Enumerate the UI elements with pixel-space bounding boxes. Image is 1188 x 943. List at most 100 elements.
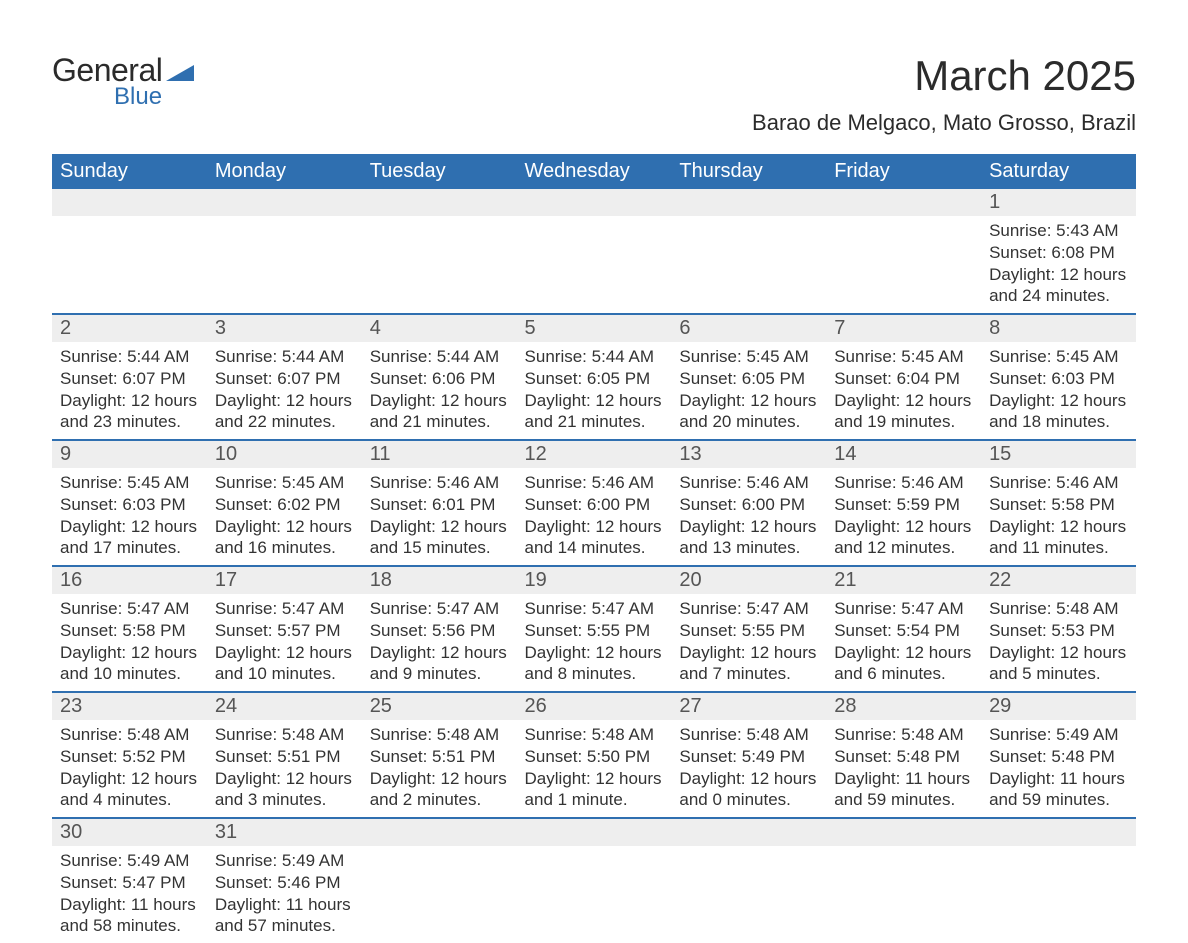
day-number: 10 <box>215 443 237 465</box>
day2-text: and 9 minutes. <box>370 663 509 685</box>
day-data-cell <box>981 846 1136 943</box>
day-data-cell: Sunrise: 5:48 AMSunset: 5:49 PMDaylight:… <box>671 720 826 818</box>
sunset-text: Sunset: 6:00 PM <box>525 494 664 516</box>
sunrise-text: Sunrise: 5:48 AM <box>60 724 199 746</box>
day-data-cell <box>52 216 207 314</box>
day-number-cell: 18 <box>362 566 517 594</box>
day-number: 29 <box>989 695 1011 717</box>
day-number-cell: 31 <box>207 818 362 846</box>
day-number-cell: 17 <box>207 566 362 594</box>
sunset-text: Sunset: 5:57 PM <box>215 620 354 642</box>
sunset-text: Sunset: 6:03 PM <box>60 494 199 516</box>
day-number-cell: 5 <box>517 314 672 342</box>
sunrise-text: Sunrise: 5:47 AM <box>370 598 509 620</box>
day-data-cell <box>517 216 672 314</box>
day-data-cell: Sunrise: 5:46 AMSunset: 6:01 PMDaylight:… <box>362 468 517 566</box>
sunrise-text: Sunrise: 5:48 AM <box>834 724 973 746</box>
day-data-cell: Sunrise: 5:48 AMSunset: 5:48 PMDaylight:… <box>826 720 981 818</box>
day-number: 23 <box>60 695 82 717</box>
day2-text: and 0 minutes. <box>679 789 818 811</box>
day-data-cell: Sunrise: 5:48 AMSunset: 5:51 PMDaylight:… <box>362 720 517 818</box>
sunrise-text: Sunrise: 5:46 AM <box>989 472 1128 494</box>
sunrise-text: Sunrise: 5:49 AM <box>215 850 354 872</box>
day1-text: Daylight: 12 hours <box>834 390 973 412</box>
day2-text: and 18 minutes. <box>989 411 1128 433</box>
day1-text: Daylight: 12 hours <box>679 516 818 538</box>
day-number: 7 <box>834 317 845 339</box>
day-number: 12 <box>525 443 547 465</box>
day1-text: Daylight: 11 hours <box>989 768 1128 790</box>
day2-text: and 3 minutes. <box>215 789 354 811</box>
sunset-text: Sunset: 5:52 PM <box>60 746 199 768</box>
brand-logo: General Blue <box>52 52 194 111</box>
day-number-cell: 30 <box>52 818 207 846</box>
calendar-table: Sunday Monday Tuesday Wednesday Thursday… <box>52 154 1136 943</box>
sunset-text: Sunset: 6:06 PM <box>370 368 509 390</box>
day1-text: Daylight: 12 hours <box>60 390 199 412</box>
day-number-cell: 11 <box>362 440 517 468</box>
day-data-cell: Sunrise: 5:47 AMSunset: 5:55 PMDaylight:… <box>517 594 672 692</box>
day2-text: and 7 minutes. <box>679 663 818 685</box>
day-number-cell <box>981 818 1136 846</box>
day1-text: Daylight: 12 hours <box>370 642 509 664</box>
day-number: 6 <box>679 317 690 339</box>
day-number-cell: 28 <box>826 692 981 720</box>
sunset-text: Sunset: 5:47 PM <box>60 872 199 894</box>
day-data-cell: Sunrise: 5:49 AMSunset: 5:47 PMDaylight:… <box>52 846 207 943</box>
day-data-cell <box>671 216 826 314</box>
day1-text: Daylight: 12 hours <box>215 390 354 412</box>
day1-text: Daylight: 12 hours <box>989 642 1128 664</box>
day1-text: Daylight: 12 hours <box>215 642 354 664</box>
day-data-cell: Sunrise: 5:44 AMSunset: 6:05 PMDaylight:… <box>517 342 672 440</box>
day-number-cell: 19 <box>517 566 672 594</box>
day-data-cell <box>362 846 517 943</box>
day-number-cell <box>517 818 672 846</box>
day-data-cell <box>826 846 981 943</box>
day-data-cell: Sunrise: 5:45 AMSunset: 6:03 PMDaylight:… <box>981 342 1136 440</box>
day-number: 13 <box>679 443 701 465</box>
sunset-text: Sunset: 5:48 PM <box>989 746 1128 768</box>
day2-text: and 24 minutes. <box>989 285 1128 307</box>
day-number-cell <box>362 818 517 846</box>
sunset-text: Sunset: 5:46 PM <box>215 872 354 894</box>
sunset-text: Sunset: 5:49 PM <box>679 746 818 768</box>
day-number: 28 <box>834 695 856 717</box>
day-number-row: 16171819202122 <box>52 566 1136 594</box>
day-number-cell <box>207 189 362 216</box>
day-data-cell: Sunrise: 5:47 AMSunset: 5:55 PMDaylight:… <box>671 594 826 692</box>
day-number-cell: 24 <box>207 692 362 720</box>
day-number-cell: 16 <box>52 566 207 594</box>
day2-text: and 2 minutes. <box>370 789 509 811</box>
sunrise-text: Sunrise: 5:47 AM <box>60 598 199 620</box>
sunrise-text: Sunrise: 5:47 AM <box>834 598 973 620</box>
brand-word-2: Blue <box>114 83 162 111</box>
day1-text: Daylight: 12 hours <box>679 390 818 412</box>
sunrise-text: Sunrise: 5:45 AM <box>834 346 973 368</box>
weekday-header: Monday <box>207 154 362 189</box>
day-number-row: 2345678 <box>52 314 1136 342</box>
day1-text: Daylight: 12 hours <box>989 390 1128 412</box>
day-number-cell: 23 <box>52 692 207 720</box>
day-data-cell: Sunrise: 5:45 AMSunset: 6:05 PMDaylight:… <box>671 342 826 440</box>
day2-text: and 13 minutes. <box>679 537 818 559</box>
sunrise-text: Sunrise: 5:47 AM <box>525 598 664 620</box>
day-number: 4 <box>370 317 381 339</box>
day-number-cell: 13 <box>671 440 826 468</box>
sunrise-text: Sunrise: 5:48 AM <box>215 724 354 746</box>
day-number-cell: 26 <box>517 692 672 720</box>
day-number: 1 <box>989 191 1000 213</box>
day2-text: and 14 minutes. <box>525 537 664 559</box>
sunset-text: Sunset: 6:01 PM <box>370 494 509 516</box>
sunset-text: Sunset: 5:59 PM <box>834 494 973 516</box>
sunset-text: Sunset: 6:05 PM <box>525 368 664 390</box>
day2-text: and 59 minutes. <box>834 789 973 811</box>
day-number-cell: 10 <box>207 440 362 468</box>
day-number-cell: 9 <box>52 440 207 468</box>
day-number: 15 <box>989 443 1011 465</box>
day-number-row: 23242526272829 <box>52 692 1136 720</box>
weekday-header-row: Sunday Monday Tuesday Wednesday Thursday… <box>52 154 1136 189</box>
sunset-text: Sunset: 5:58 PM <box>989 494 1128 516</box>
day-data-cell: Sunrise: 5:45 AMSunset: 6:04 PMDaylight:… <box>826 342 981 440</box>
day1-text: Daylight: 12 hours <box>215 768 354 790</box>
day-number: 17 <box>215 569 237 591</box>
